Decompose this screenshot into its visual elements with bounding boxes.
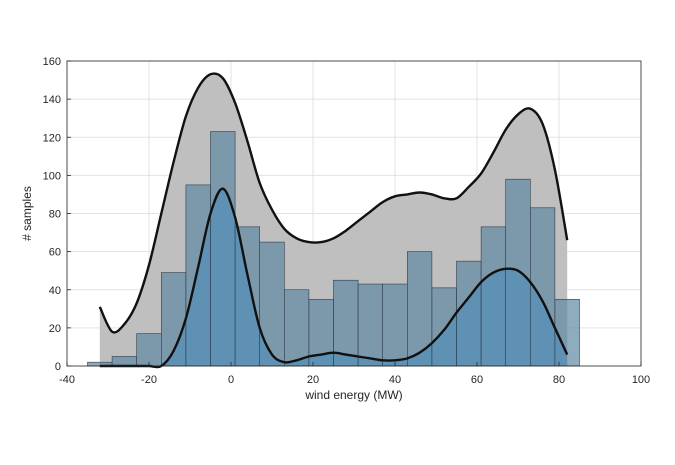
x-tick-label: 80	[553, 374, 565, 386]
y-axis-label: # samples	[20, 186, 34, 241]
x-tick-label: -20	[141, 374, 157, 386]
histogram-bar	[185, 184, 211, 367]
x-axis-label: wind energy (MW)	[304, 388, 402, 402]
y-tick-label: 40	[49, 285, 61, 297]
density-line-1	[98, 72, 569, 334]
density-line-2	[99, 187, 569, 369]
x-tick-label: 40	[389, 374, 401, 386]
histogram-bar	[505, 178, 531, 367]
y-tick-label: 0	[55, 361, 61, 373]
x-tick-label: -40	[59, 374, 75, 386]
x-tick-label: 0	[228, 374, 234, 386]
histogram-bar	[210, 131, 236, 367]
x-tick-label: 20	[307, 374, 319, 386]
histogram-bar	[554, 298, 580, 367]
tick-labels: -40 -20 0 20 40 60 80 100 0 20 40 60 80 100 120 140 160	[43, 56, 651, 386]
histogram-bar	[283, 289, 310, 367]
density-lines	[98, 72, 569, 369]
y-tick-label: 120	[43, 132, 61, 144]
histogram-bars	[87, 131, 580, 367]
y-tick-label: 100	[43, 170, 61, 182]
histogram-bar	[357, 283, 384, 367]
histogram-bar	[259, 241, 285, 367]
histogram-bar	[480, 226, 507, 367]
y-tick-label: 60	[49, 247, 61, 259]
y-tick-label: 80	[49, 209, 61, 221]
histogram-bar	[136, 333, 162, 367]
y-tick-label: 160	[43, 56, 61, 68]
histogram-bar	[431, 287, 457, 367]
x-tick-label: 100	[632, 374, 650, 386]
y-tick-label: 140	[43, 94, 61, 106]
histogram-bar	[406, 251, 433, 367]
x-tick-label: 60	[471, 374, 483, 386]
histogram-bar	[111, 356, 137, 367]
y-tick-label: 20	[49, 323, 61, 335]
histogram-bar	[234, 226, 261, 367]
histogram-bar	[456, 260, 482, 367]
histogram-bar	[333, 279, 359, 367]
histogram-bar	[382, 283, 408, 367]
